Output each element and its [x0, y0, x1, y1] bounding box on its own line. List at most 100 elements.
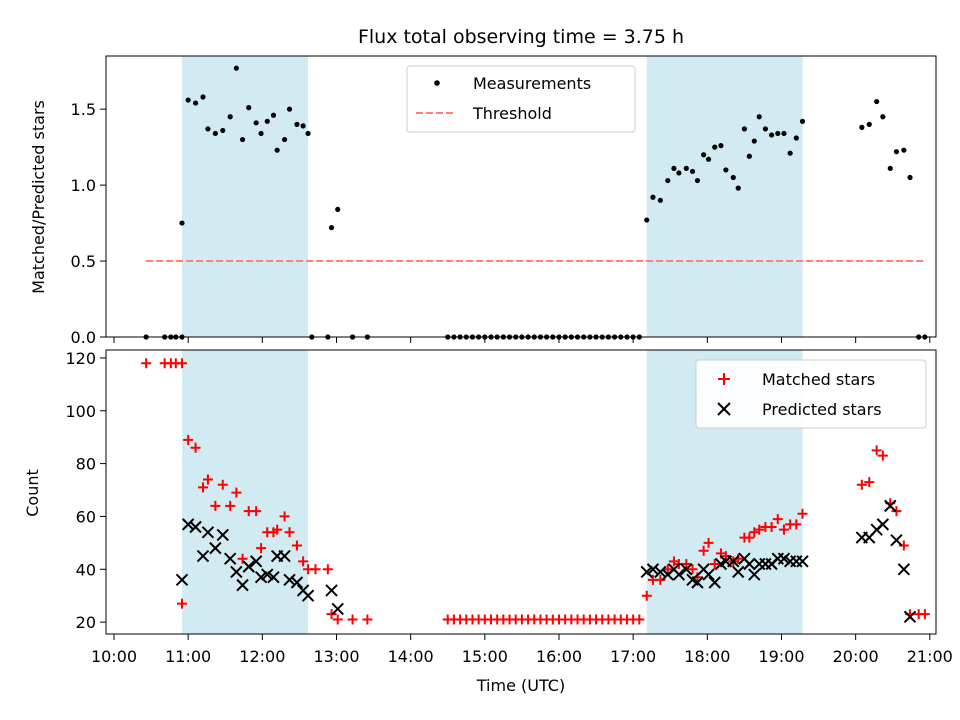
- predicted-star-point: [301, 589, 315, 602]
- predicted-star-point: [267, 570, 280, 584]
- predicted-star-point: [209, 541, 222, 555]
- matched-star-point: [298, 556, 309, 567]
- predicted-star-point: [278, 549, 291, 563]
- measurement-point: [328, 225, 335, 231]
- matched-star-point: [291, 540, 302, 551]
- measurement-point: [901, 147, 907, 153]
- matched-star-point: [326, 609, 337, 620]
- measurement-point: [730, 174, 736, 181]
- measurement-point: [179, 220, 185, 226]
- measurement-point: [264, 118, 270, 124]
- matched-star-point: [176, 358, 187, 369]
- predicted-star-point: [727, 555, 740, 568]
- matched-star-point: [797, 508, 808, 519]
- legend-threshold-label: Threshold: [472, 104, 552, 123]
- x-tick-label: 19:00: [758, 647, 804, 666]
- legend-matched-marker: [718, 373, 730, 385]
- y-tick-label: 20: [76, 613, 96, 632]
- matched-star-point: [256, 543, 267, 554]
- matched-star-point: [871, 445, 882, 456]
- measurement-point: [281, 136, 288, 143]
- measurement-point: [676, 170, 682, 176]
- measurement-point: [246, 105, 252, 111]
- matched-star-point: [362, 614, 373, 625]
- measurement-point: [286, 106, 293, 112]
- matched-star-point: [744, 532, 755, 543]
- measurement-point: [192, 100, 199, 106]
- matched-star-point: [237, 553, 248, 564]
- top-legend: Measurements Threshold: [406, 65, 636, 133]
- measurement-point: [185, 97, 191, 103]
- matched-star-point: [754, 524, 765, 535]
- top-shaded-intervals: [181, 56, 803, 337]
- measurement-point: [253, 120, 259, 126]
- matched-star-point: [766, 522, 777, 533]
- matched-star-point: [703, 537, 714, 548]
- matched-star-point: [772, 514, 783, 525]
- measurement-point: [880, 114, 886, 120]
- predicted-star-point: [216, 528, 229, 542]
- predicted-star-point: [646, 563, 660, 576]
- measurement-point: [741, 126, 748, 132]
- matched-star-point: [791, 519, 802, 530]
- y-tick-label: 60: [76, 507, 96, 526]
- x-tick-label: 10:00: [91, 647, 137, 666]
- matched-star-point: [698, 545, 709, 556]
- measurement-point: [689, 168, 696, 175]
- predicted-star-point: [201, 526, 215, 539]
- measurement-point: [735, 185, 741, 191]
- predicted-star-point: [196, 549, 210, 563]
- predicted-star-point: [777, 552, 791, 565]
- measurement-point: [907, 174, 913, 181]
- measurement-point: [300, 123, 306, 129]
- measurement-point: [644, 217, 650, 223]
- matched-star-point: [856, 479, 867, 490]
- predicted-star-point: [708, 576, 721, 589]
- predicted-star-point: [903, 610, 917, 624]
- matched-star-point: [778, 524, 789, 535]
- predicted-star-point: [640, 565, 653, 579]
- measurement-point: [671, 165, 677, 171]
- measurement-point: [227, 114, 233, 120]
- predicted-star-point: [672, 568, 686, 581]
- predicted-star-point: [261, 568, 274, 581]
- matched-star-point: [210, 500, 221, 511]
- measurement-point: [756, 114, 762, 120]
- predicted-star-point: [189, 520, 202, 534]
- matched-star-point: [681, 558, 692, 569]
- matched-star-point: [877, 450, 888, 461]
- predicted-star-point: [242, 560, 255, 573]
- predicted-star-point: [283, 573, 296, 587]
- matched-star-point: [662, 564, 673, 575]
- measurement-point: [751, 138, 757, 144]
- matched-star-point: [217, 479, 228, 490]
- legend-predicted-label: Predicted stars: [762, 400, 882, 419]
- predicted-star-point: [876, 518, 890, 531]
- measurement-point: [769, 132, 775, 138]
- predicted-star-point: [230, 565, 243, 579]
- matched-star-point: [641, 590, 652, 601]
- measurement-point: [866, 121, 872, 127]
- measurement-point: [212, 130, 218, 137]
- bottom-legend: Matched stars Predicted stars: [695, 359, 927, 429]
- x-tick-label: 14:00: [388, 647, 434, 666]
- matched-star-point: [225, 500, 236, 511]
- measurement-point: [239, 136, 246, 143]
- bottom-y-axis-label: Count: [23, 469, 42, 517]
- measurement-point: [294, 121, 300, 127]
- top-panel: 0.0 0.5 1.0 1.5 Matched/Predicted stars Mea…: [29, 55, 937, 347]
- matched-star-point: [190, 442, 201, 453]
- top-legend-box: [406, 65, 636, 133]
- predicted-star-point: [223, 552, 237, 565]
- predicted-star-point: [702, 568, 715, 581]
- measurement-point: [220, 127, 226, 134]
- matched-star-point: [197, 482, 208, 493]
- measurement-point: [274, 147, 280, 153]
- matched-star-point: [279, 511, 290, 522]
- predicted-star-point: [654, 565, 667, 579]
- shaded-interval: [181, 56, 309, 337]
- predicted-star-point: [897, 563, 911, 576]
- x-tick-label: 13:00: [313, 647, 359, 666]
- x-tick-label: 21:00: [907, 647, 953, 666]
